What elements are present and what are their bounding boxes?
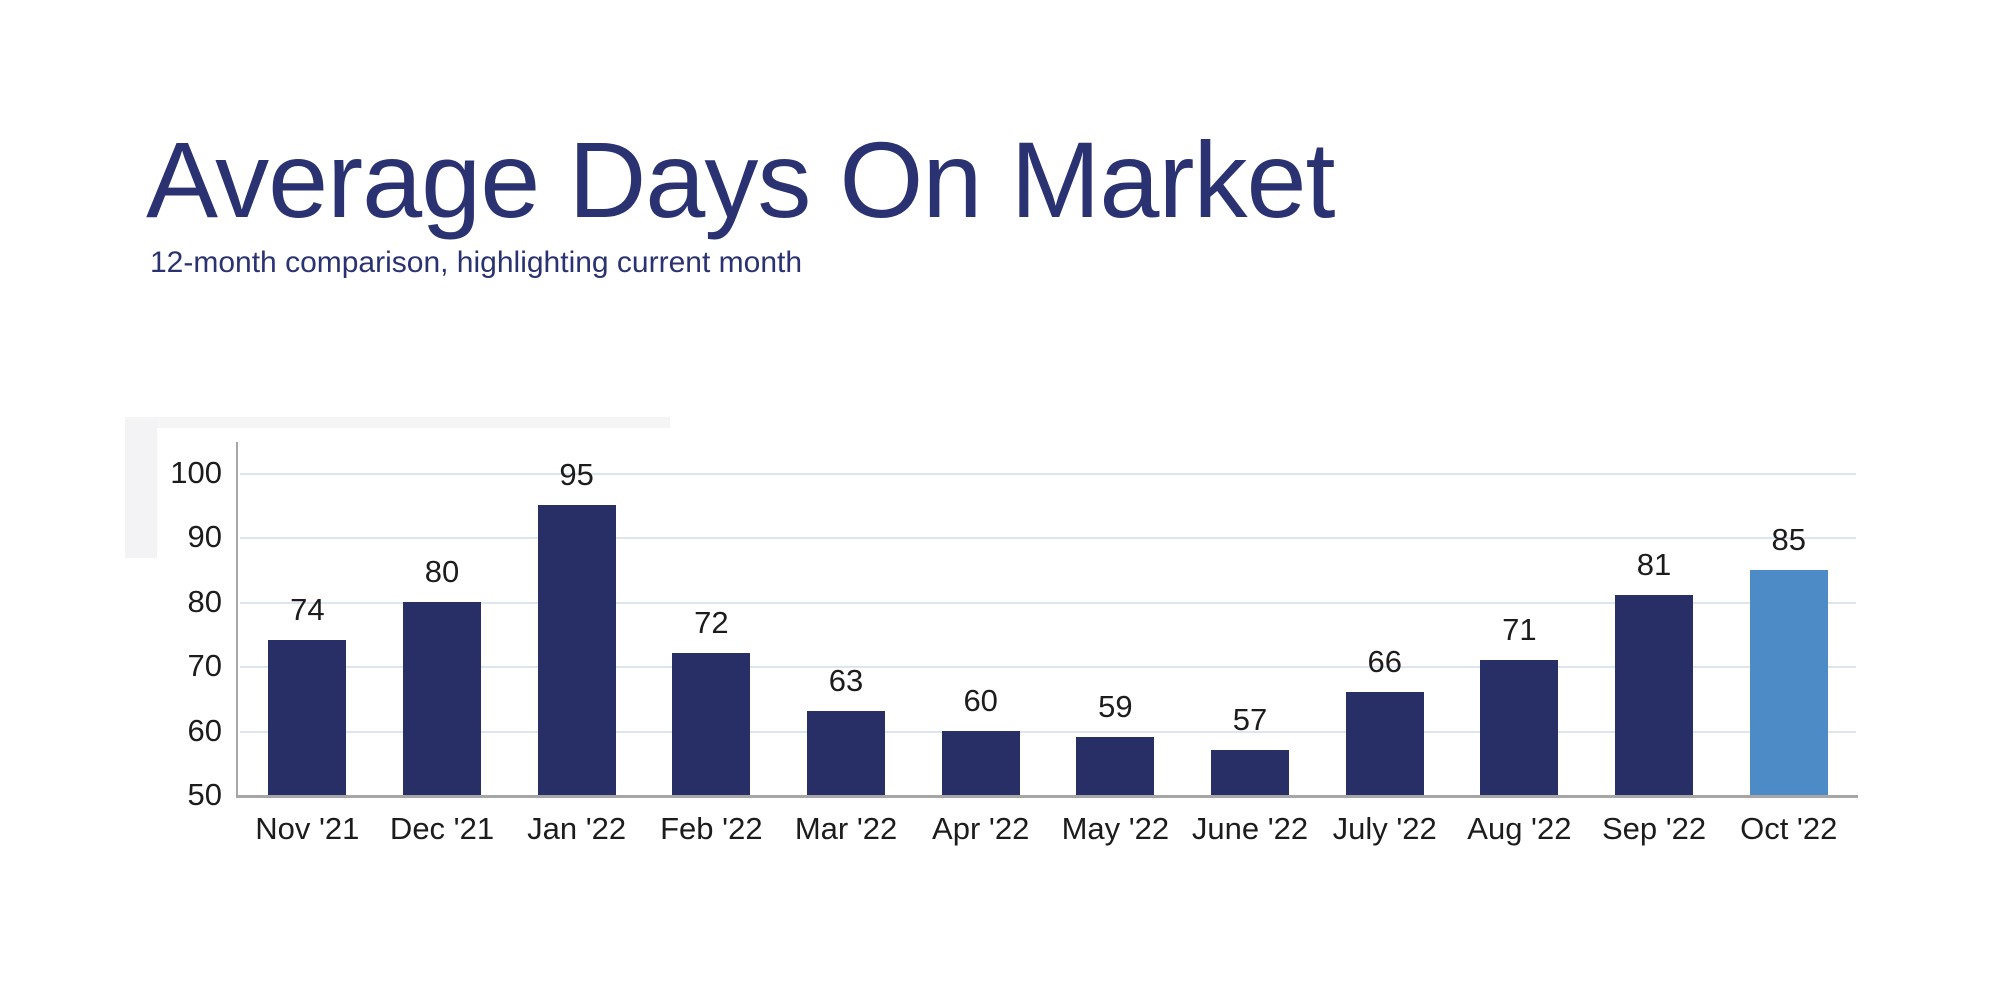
bar-slot: 74 Nov '21 <box>240 473 375 846</box>
bar-slot: 81 Sep '22 <box>1587 473 1722 846</box>
bar-slot: 59 May '22 <box>1048 473 1183 846</box>
bar <box>1480 659 1559 795</box>
page-subtitle: 12-month comparison, highlighting curren… <box>150 246 803 279</box>
chart-backdrop-column <box>125 420 157 558</box>
gridline-100 <box>240 473 1856 475</box>
bar <box>1076 737 1155 795</box>
x-category-label: Oct '22 <box>1740 811 1838 846</box>
x-category-label: Jan '22 <box>527 811 627 846</box>
bar <box>268 640 347 795</box>
y-tick-label: 60 <box>187 712 222 748</box>
x-category-label: Sep '22 <box>1601 811 1707 846</box>
bar-value-label: 72 <box>694 605 729 641</box>
bar <box>1345 691 1424 795</box>
page-title: Average Days On Market <box>146 119 1336 240</box>
x-category-label: Mar '22 <box>794 811 898 846</box>
gridline-90 <box>240 537 1856 540</box>
x-category-label: Aug '22 <box>1467 811 1572 846</box>
bar-slot: 80 Dec '21 <box>375 473 510 846</box>
bar <box>672 653 751 795</box>
bar <box>537 505 616 795</box>
bar-value-label: 71 <box>1502 611 1537 647</box>
bar <box>1615 595 1694 795</box>
bar <box>1211 749 1290 795</box>
y-tick-label: 90 <box>187 519 222 555</box>
bar-value-label: 57 <box>1232 701 1268 737</box>
y-axis-line <box>236 442 238 797</box>
bar-slot: 72 Feb '22 <box>644 473 779 846</box>
bar-value-label: 59 <box>1098 689 1133 725</box>
x-category-label: Apr '22 <box>932 811 1030 846</box>
gridline-80 <box>240 601 1856 604</box>
x-category-label: June '22 <box>1191 811 1309 846</box>
y-tick-label: 70 <box>187 648 222 684</box>
chart-backdrop-band <box>125 417 670 428</box>
bar-value-label: 85 <box>1771 521 1806 557</box>
bar-value-label: 80 <box>424 553 460 589</box>
x-axis-line <box>236 795 1858 798</box>
bar-value-label: 63 <box>828 663 864 699</box>
y-tick-label: 80 <box>187 583 222 619</box>
bar-value-label: 60 <box>963 682 998 718</box>
bar-series: 74 Nov '21 80 Dec '21 95 Jan '22 72 Feb '22 63 Ma… <box>240 457 1856 846</box>
bar-slot: 85 Oct '22 <box>1721 473 1856 846</box>
x-category-label: May '22 <box>1061 811 1170 846</box>
plot-area <box>240 473 1856 795</box>
y-tick-label: 100 <box>170 455 222 490</box>
bar-value-label: 66 <box>1367 643 1402 679</box>
x-category-label: Dec '21 <box>389 811 495 846</box>
gridline-70 <box>240 666 1856 669</box>
x-category-label: July '22 <box>1332 811 1437 846</box>
bar-slot: 60 Apr '22 <box>913 473 1048 846</box>
x-category-label: Feb '22 <box>660 811 763 846</box>
bar <box>807 711 886 795</box>
bar-highlighted <box>1749 569 1828 795</box>
bar-slot: 66 July '22 <box>1317 473 1452 846</box>
gridline-60 <box>240 730 1856 733</box>
bar-slot: 63 Mar '22 <box>779 473 914 846</box>
y-tick-label: 50 <box>187 777 222 812</box>
bar-value-label: 81 <box>1636 547 1672 583</box>
bar <box>941 730 1020 795</box>
x-category-label: Nov '21 <box>255 811 360 846</box>
bar-slot: 57 June '22 <box>1183 473 1318 846</box>
bar <box>403 601 481 795</box>
bar-value-label: 74 <box>290 592 325 628</box>
bar-slot: 95 Jan '22 <box>509 457 644 846</box>
bar-slot: 71 Aug '22 <box>1452 473 1587 846</box>
bar-value-label: 95 <box>559 457 594 493</box>
